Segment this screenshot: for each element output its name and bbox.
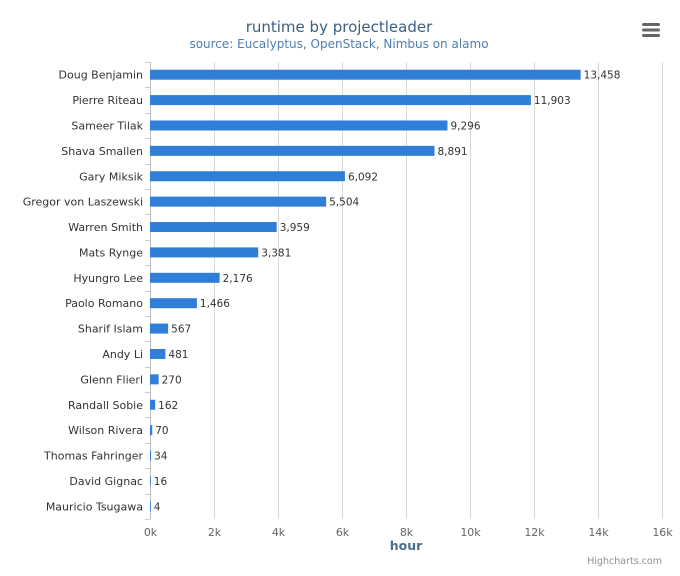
chart-subtitle: source: Eucalyptus, OpenStack, Nimbus on… [189,37,488,51]
category-label: Andy Li [102,348,143,361]
value-labels: 13,458 11,903 9,296 8,891 6,092 5,504 3,959 3,3… [154,70,621,514]
data-label: 3,959 [280,222,310,234]
data-label: 567 [171,324,191,336]
bar[interactable] [150,298,197,309]
credits-link[interactable]: Highcharts.com [587,556,662,567]
category-label: Thomas Fahringer [43,450,143,463]
data-label: 13,458 [584,70,621,82]
bar[interactable] [150,450,152,461]
category-label: Paolo Romano [65,297,143,310]
bar[interactable] [150,272,220,283]
category-label: David Gignac [69,475,143,488]
grid [150,62,663,519]
data-label: 8,891 [438,146,468,158]
data-label: 4 [154,501,161,513]
data-label: 3,381 [261,247,291,259]
chart-menu-button[interactable] [636,18,666,42]
bar[interactable] [150,323,169,334]
data-label: 9,296 [450,120,480,132]
x-axis-ticks: 0k 2k 4k 6k 8k 10k 12k 14k 16k [144,526,673,539]
category-label: Mats Rynge [79,246,143,259]
hamburger-menu-icon [642,23,660,37]
x-tick-label: 6k [336,526,350,539]
bar[interactable] [150,247,259,258]
bars [150,69,581,512]
bar[interactable] [150,95,531,106]
bar[interactable] [150,374,159,385]
x-tick-label: 14k [588,526,609,539]
chart-title: runtime by projectleader [246,18,433,36]
x-tick-label: 8k [400,526,414,539]
data-label: 16 [154,476,168,488]
data-label: 481 [168,349,188,361]
bar[interactable] [150,69,581,80]
category-label: Gregor von Laszewski [23,196,143,209]
data-label: 5,504 [329,197,359,209]
category-label: Glenn Flierl [80,373,143,386]
x-tick-label: 12k [524,526,545,539]
bar[interactable] [150,222,277,233]
x-tick-label: 0k [144,526,158,539]
x-tick-label: 4k [272,526,286,539]
x-tick-label: 2k [208,526,222,539]
data-label: 270 [162,374,182,386]
category-label: Mauricio Tsugawa [46,500,143,513]
bar[interactable] [150,120,448,131]
category-label: Warren Smith [68,221,143,234]
bar[interactable] [150,501,151,512]
bar[interactable] [150,348,166,359]
x-axis-title: hour [390,538,423,553]
category-label: Randall Sobie [68,399,143,412]
x-tick-label: 16k [652,526,673,539]
category-label: Doug Benjamin [59,69,144,82]
category-label: Sharif Islam [78,323,143,336]
data-label: 6,092 [348,171,378,183]
category-label: Gary Miksik [79,170,143,183]
category-label: Sameer Tilak [71,119,143,132]
data-label: 11,903 [534,95,571,107]
bar[interactable] [150,399,156,410]
data-label: 1,466 [200,298,230,310]
category-label: Shava Smallen [61,145,143,158]
category-label: Pierre Riteau [72,94,143,107]
x-tick-label: 10k [460,526,481,539]
bar[interactable] [150,196,327,207]
data-label: 70 [155,425,168,437]
bar[interactable] [150,425,153,436]
bar[interactable] [150,475,151,486]
category-label: Hyungro Lee [73,272,143,285]
bar[interactable] [150,145,435,156]
data-label: 162 [158,400,178,412]
bar[interactable] [150,171,345,182]
data-label: 34 [154,451,168,463]
data-label: 2,176 [223,273,253,285]
category-labels: Doug Benjamin Pierre Riteau Sameer Tilak Sh… [23,62,150,520]
category-label: Wilson Rivera [68,424,143,437]
